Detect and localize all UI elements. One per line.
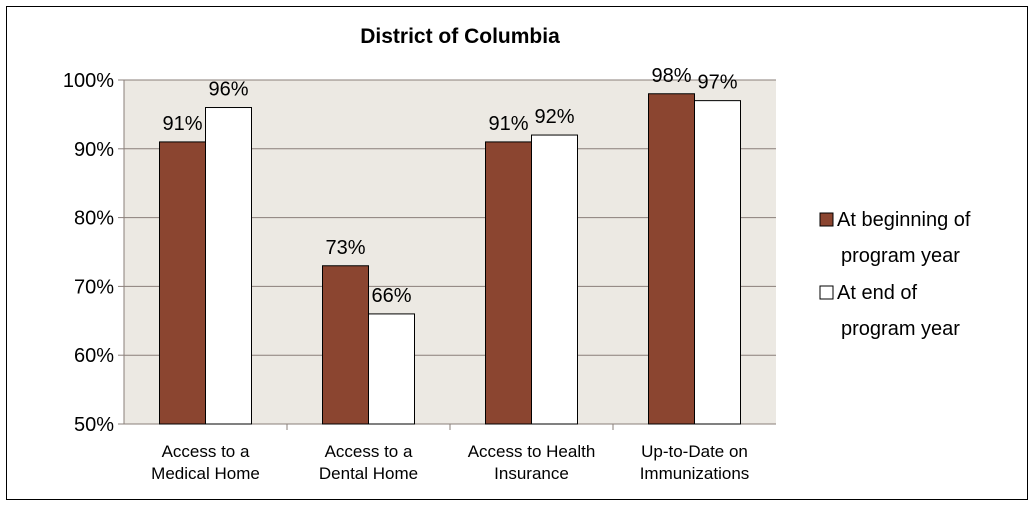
category-label: Insurance bbox=[494, 464, 569, 483]
legend-label: At beginning of bbox=[837, 209, 971, 231]
data-label: 66% bbox=[371, 285, 411, 307]
bar bbox=[485, 141, 532, 425]
data-label: 97% bbox=[697, 72, 737, 94]
bar bbox=[694, 100, 741, 425]
chart-title: District of Columbia bbox=[360, 25, 560, 48]
y-tick-label: 100% bbox=[63, 70, 114, 92]
y-tick-label: 90% bbox=[74, 139, 114, 161]
data-label: 98% bbox=[651, 65, 691, 87]
y-tick-label: 60% bbox=[74, 345, 114, 367]
bar bbox=[322, 265, 369, 425]
category-label: Access to a bbox=[325, 442, 413, 461]
legend-swatch bbox=[819, 212, 834, 227]
y-tick-label: 50% bbox=[74, 414, 114, 436]
legend-swatch bbox=[819, 285, 834, 300]
category-label: Access to Health bbox=[468, 442, 596, 461]
category-label: Dental Home bbox=[319, 464, 418, 483]
bar bbox=[648, 93, 695, 425]
category-label: Access to a bbox=[162, 442, 250, 461]
bar bbox=[368, 313, 415, 425]
data-label: 92% bbox=[534, 106, 574, 128]
y-tick-label: 80% bbox=[74, 208, 114, 230]
bar bbox=[205, 107, 252, 425]
category-label: Immunizations bbox=[640, 464, 750, 483]
legend-label: program year bbox=[841, 318, 960, 340]
y-tick-label: 70% bbox=[74, 276, 114, 298]
data-label: 91% bbox=[162, 113, 202, 135]
legend-label: At end of bbox=[837, 282, 918, 304]
category-label: Medical Home bbox=[151, 464, 260, 483]
category-label: Up-to-Date on bbox=[641, 442, 748, 461]
data-label: 96% bbox=[208, 79, 248, 101]
bar bbox=[159, 141, 206, 425]
data-label: 91% bbox=[488, 113, 528, 135]
bar bbox=[531, 134, 578, 425]
data-label: 73% bbox=[325, 237, 365, 259]
legend-label: program year bbox=[841, 245, 960, 267]
